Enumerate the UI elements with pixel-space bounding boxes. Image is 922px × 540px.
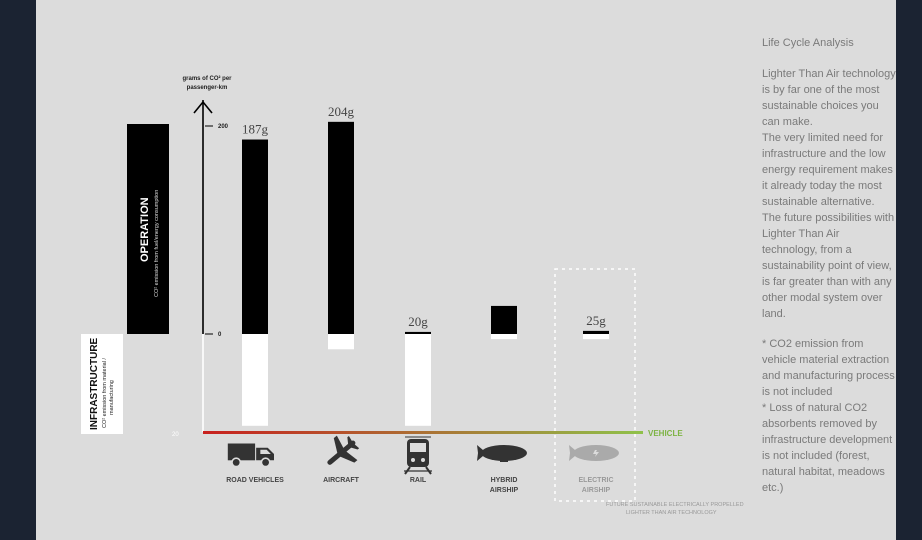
operation-bar-3: [405, 331, 431, 334]
future-tech-frame: [554, 268, 636, 502]
operation-bar-2: [328, 121, 354, 334]
value-label-1: 187g: [242, 122, 269, 137]
slide: OPERATION CO² emission from fuel/energy …: [36, 0, 896, 540]
legend-infrastructure-subtitle-1: CO² emission from material /: [102, 358, 108, 428]
life-cycle-chart: OPERATION CO² emission from fuel/energy …: [81, 75, 744, 516]
future-tech-footnote-line-1: FUTURE SUSTAINABLE ELECTRICALLY PROPELLE…: [606, 502, 744, 508]
y-axis-label-line-1: grams of CO² per: [182, 75, 232, 82]
airship-icon: [477, 445, 527, 462]
future-tech-footnote-line-2: LIGHTER THAN AIR TECHNOLOGY: [626, 510, 717, 516]
infrastructure-bar-5: [583, 334, 609, 340]
bars-layer: 187g ROAD VEHICLES 204g AIRCRAFT 20g RAIL HYBR…: [226, 104, 613, 494]
tick-label-20: 20: [172, 432, 179, 438]
category-label-5-line-1: ELECTRIC: [579, 477, 614, 484]
value-label-5: 25g: [586, 313, 606, 328]
category-label-3-line-1: RAIL: [410, 477, 427, 484]
legend-operation-box: [127, 124, 169, 334]
panel-title: Life Cycle Analysis: [762, 37, 854, 49]
vehicle-axis-gradient: [203, 431, 643, 434]
category-label-1-line-1: ROAD VEHICLES: [226, 477, 284, 484]
infrastructure-bar-2: [328, 334, 354, 350]
value-label-2: 204g: [328, 104, 355, 119]
category-label-5-line-2: AIRSHIP: [582, 487, 611, 494]
truck-icon: [227, 443, 274, 468]
legend-operation-title: OPERATION: [139, 197, 151, 262]
infrastructure-bar-1: [242, 334, 268, 426]
legend-infrastructure-title: INFRASTRUCTURE: [89, 337, 100, 430]
legend-operation-subtitle: CO² emission from fuel/energy consumptio…: [154, 190, 160, 297]
panel-notes: * CO2 emission from vehicle material ext…: [762, 338, 895, 494]
legend-infrastructure-box: [81, 334, 123, 434]
tick-label-0: 0: [218, 332, 222, 338]
train-icon: [404, 436, 432, 475]
panel-body: Lighter Than Air technology is by far on…: [762, 68, 896, 320]
y-axis-arrowhead: [193, 100, 213, 114]
y-axis-label-line-2: passenger-km: [187, 85, 228, 91]
operation-bar-4: [491, 305, 517, 334]
value-label-3: 20g: [408, 314, 428, 329]
category-label-4-line-1: HYBRID: [491, 477, 518, 484]
category-label-4-line-2: AIRSHIP: [490, 487, 519, 494]
tick-label-200: 200: [218, 124, 229, 130]
operation-bar-5: [583, 330, 609, 334]
operation-bar-1: [242, 139, 268, 334]
electric-airship-icon: [569, 445, 619, 461]
legend-infrastructure-subtitle-2: manufacturing: [109, 380, 115, 415]
aircraft-icon: [327, 435, 360, 465]
infrastructure-bar-3: [405, 334, 431, 426]
infrastructure-bar-4: [491, 334, 517, 340]
category-label-2-line-1: AIRCRAFT: [323, 477, 359, 484]
vehicle-axis-label: VEHICLE: [648, 429, 683, 438]
